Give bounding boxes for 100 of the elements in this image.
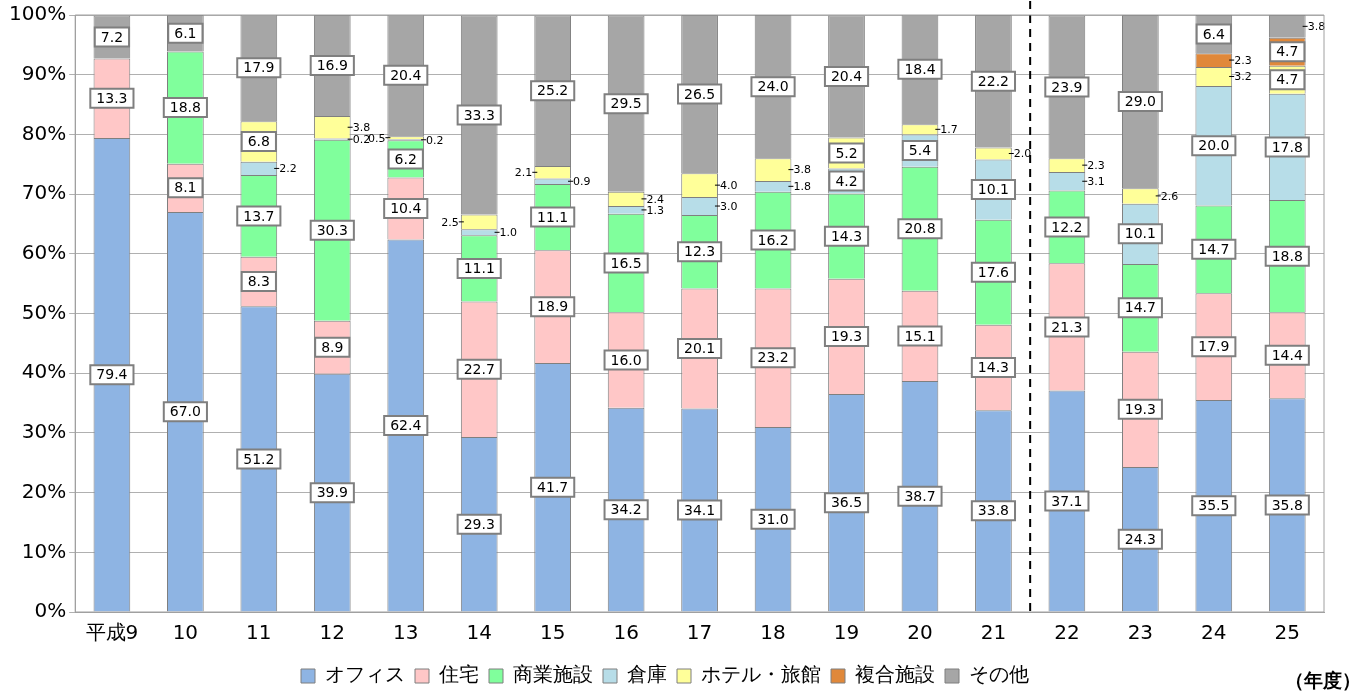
x-tick-label: 10 xyxy=(172,620,199,645)
data-label: 33.8 xyxy=(977,502,1010,519)
legend-label: 複合施設 xyxy=(855,662,935,687)
x-tick-label: 20 xyxy=(907,620,933,645)
data-label: 35.5 xyxy=(1198,497,1230,514)
data-label: 29.3 xyxy=(463,515,495,532)
legend-label: オフィス xyxy=(325,662,405,687)
data-label: 19.3 xyxy=(830,328,863,345)
data-label: 6.8 xyxy=(247,133,270,150)
data-label: 29.0 xyxy=(1124,93,1156,110)
data-label: 4.7 xyxy=(1276,71,1299,88)
data-label: 10.4 xyxy=(390,200,422,217)
data-label: 14.3 xyxy=(830,227,863,244)
legend-label: その他 xyxy=(969,662,1029,687)
data-label: 10.1 xyxy=(977,181,1010,198)
data-label: 62.4 xyxy=(390,417,422,434)
data-label: 3.1 xyxy=(1087,175,1105,189)
data-label: 7.2 xyxy=(100,28,124,45)
data-label: 51.2 xyxy=(243,450,275,467)
y-tick-label: 90% xyxy=(21,60,67,85)
data-label: 25.2 xyxy=(537,82,569,99)
y-tick-label: 40% xyxy=(21,359,67,384)
data-label: 16.2 xyxy=(757,231,789,248)
x-tick-label: 16 xyxy=(613,620,639,645)
data-label: 79.4 xyxy=(96,366,128,383)
x-tick-label: 24 xyxy=(1201,620,1227,645)
data-label: 6.2 xyxy=(394,150,417,167)
data-label: 14.7 xyxy=(1124,299,1156,316)
data-label: 14.4 xyxy=(1271,346,1303,363)
data-label: 14.7 xyxy=(1198,240,1230,257)
data-label: 18.4 xyxy=(904,60,936,77)
data-label: 2.6 xyxy=(1160,189,1179,203)
data-label: 18.8 xyxy=(1271,247,1303,264)
data-label: 8.9 xyxy=(321,338,344,355)
data-label: 4.0 xyxy=(719,179,738,192)
data-label: 2.5 xyxy=(441,215,459,229)
data-label: 31.0 xyxy=(757,510,789,527)
data-label: 12.2 xyxy=(1051,218,1083,235)
data-label: 2.1 xyxy=(514,166,533,180)
data-label: 6.4 xyxy=(1202,25,1226,42)
data-label: 8.1 xyxy=(174,179,197,196)
legend-label: ホテル・旅館 xyxy=(701,662,821,687)
data-label: 3.8 xyxy=(352,121,371,135)
data-label: 38.7 xyxy=(904,487,936,504)
data-label: 39.9 xyxy=(316,484,348,501)
data-label: 3.8 xyxy=(1307,20,1326,34)
data-label: 2.0 xyxy=(1013,147,1032,161)
data-label: 11.1 xyxy=(537,208,569,225)
data-label: 17.9 xyxy=(1198,338,1230,355)
y-tick-label: 70% xyxy=(21,180,67,205)
data-label: 34.2 xyxy=(610,501,642,518)
data-label: 8.3 xyxy=(247,273,270,290)
y-tick-label: 20% xyxy=(21,478,67,503)
data-label: 20.8 xyxy=(904,220,936,237)
y-tick-label: 10% xyxy=(21,538,67,563)
data-label: 13.7 xyxy=(243,207,275,224)
y-tick-label: 80% xyxy=(21,120,67,145)
x-tick-label: 13 xyxy=(393,620,419,645)
legend-label: 商業施設 xyxy=(513,662,593,687)
y-tick-label: 30% xyxy=(21,419,67,444)
data-label: 29.5 xyxy=(610,95,642,112)
data-label: 2.3 xyxy=(1234,53,1252,67)
data-label: 22.7 xyxy=(463,360,495,377)
data-label: 24.3 xyxy=(1124,530,1156,547)
x-tick-label: 21 xyxy=(980,620,1007,645)
data-label: 5.4 xyxy=(908,142,932,159)
data-label: 34.1 xyxy=(684,501,716,518)
data-label: 16.5 xyxy=(610,254,642,271)
data-label: 18.9 xyxy=(537,298,569,315)
data-label: 4.7 xyxy=(1276,43,1299,60)
x-tick-label: 19 xyxy=(833,620,860,645)
x-tick-label: 23 xyxy=(1127,620,1154,645)
data-label: 17.8 xyxy=(1271,138,1303,155)
data-label: 1.3 xyxy=(646,203,664,217)
data-label: 20.0 xyxy=(1198,137,1230,154)
data-label: 17.9 xyxy=(243,59,275,76)
data-label: 4.2 xyxy=(835,172,858,189)
y-tick-label: 100% xyxy=(8,1,67,26)
data-label: 1.7 xyxy=(940,123,958,137)
data-label: 1.0 xyxy=(499,226,518,240)
data-label: 22.2 xyxy=(977,72,1010,89)
data-label: 15.1 xyxy=(904,327,936,344)
data-label: 33.3 xyxy=(463,106,495,123)
data-label: 23.9 xyxy=(1051,78,1083,95)
data-label: 21.3 xyxy=(1051,318,1083,335)
x-tick-label: 12 xyxy=(319,620,346,645)
data-label: 20.4 xyxy=(830,68,863,85)
data-label: 35.8 xyxy=(1271,496,1303,513)
data-label: 16.9 xyxy=(316,57,348,74)
data-label: 20.1 xyxy=(684,340,716,357)
data-label: 30.3 xyxy=(316,221,348,238)
data-label: 2.3 xyxy=(1087,159,1105,172)
data-label: 0.9 xyxy=(573,175,591,189)
data-label: 12.3 xyxy=(684,243,716,260)
y-tick-label: 50% xyxy=(21,299,67,324)
data-label: 6.1 xyxy=(174,24,197,41)
data-label: 41.7 xyxy=(537,478,569,495)
data-label: 3.8 xyxy=(793,163,811,177)
data-label: 13.3 xyxy=(96,89,128,106)
x-tick-label: 17 xyxy=(686,620,713,645)
